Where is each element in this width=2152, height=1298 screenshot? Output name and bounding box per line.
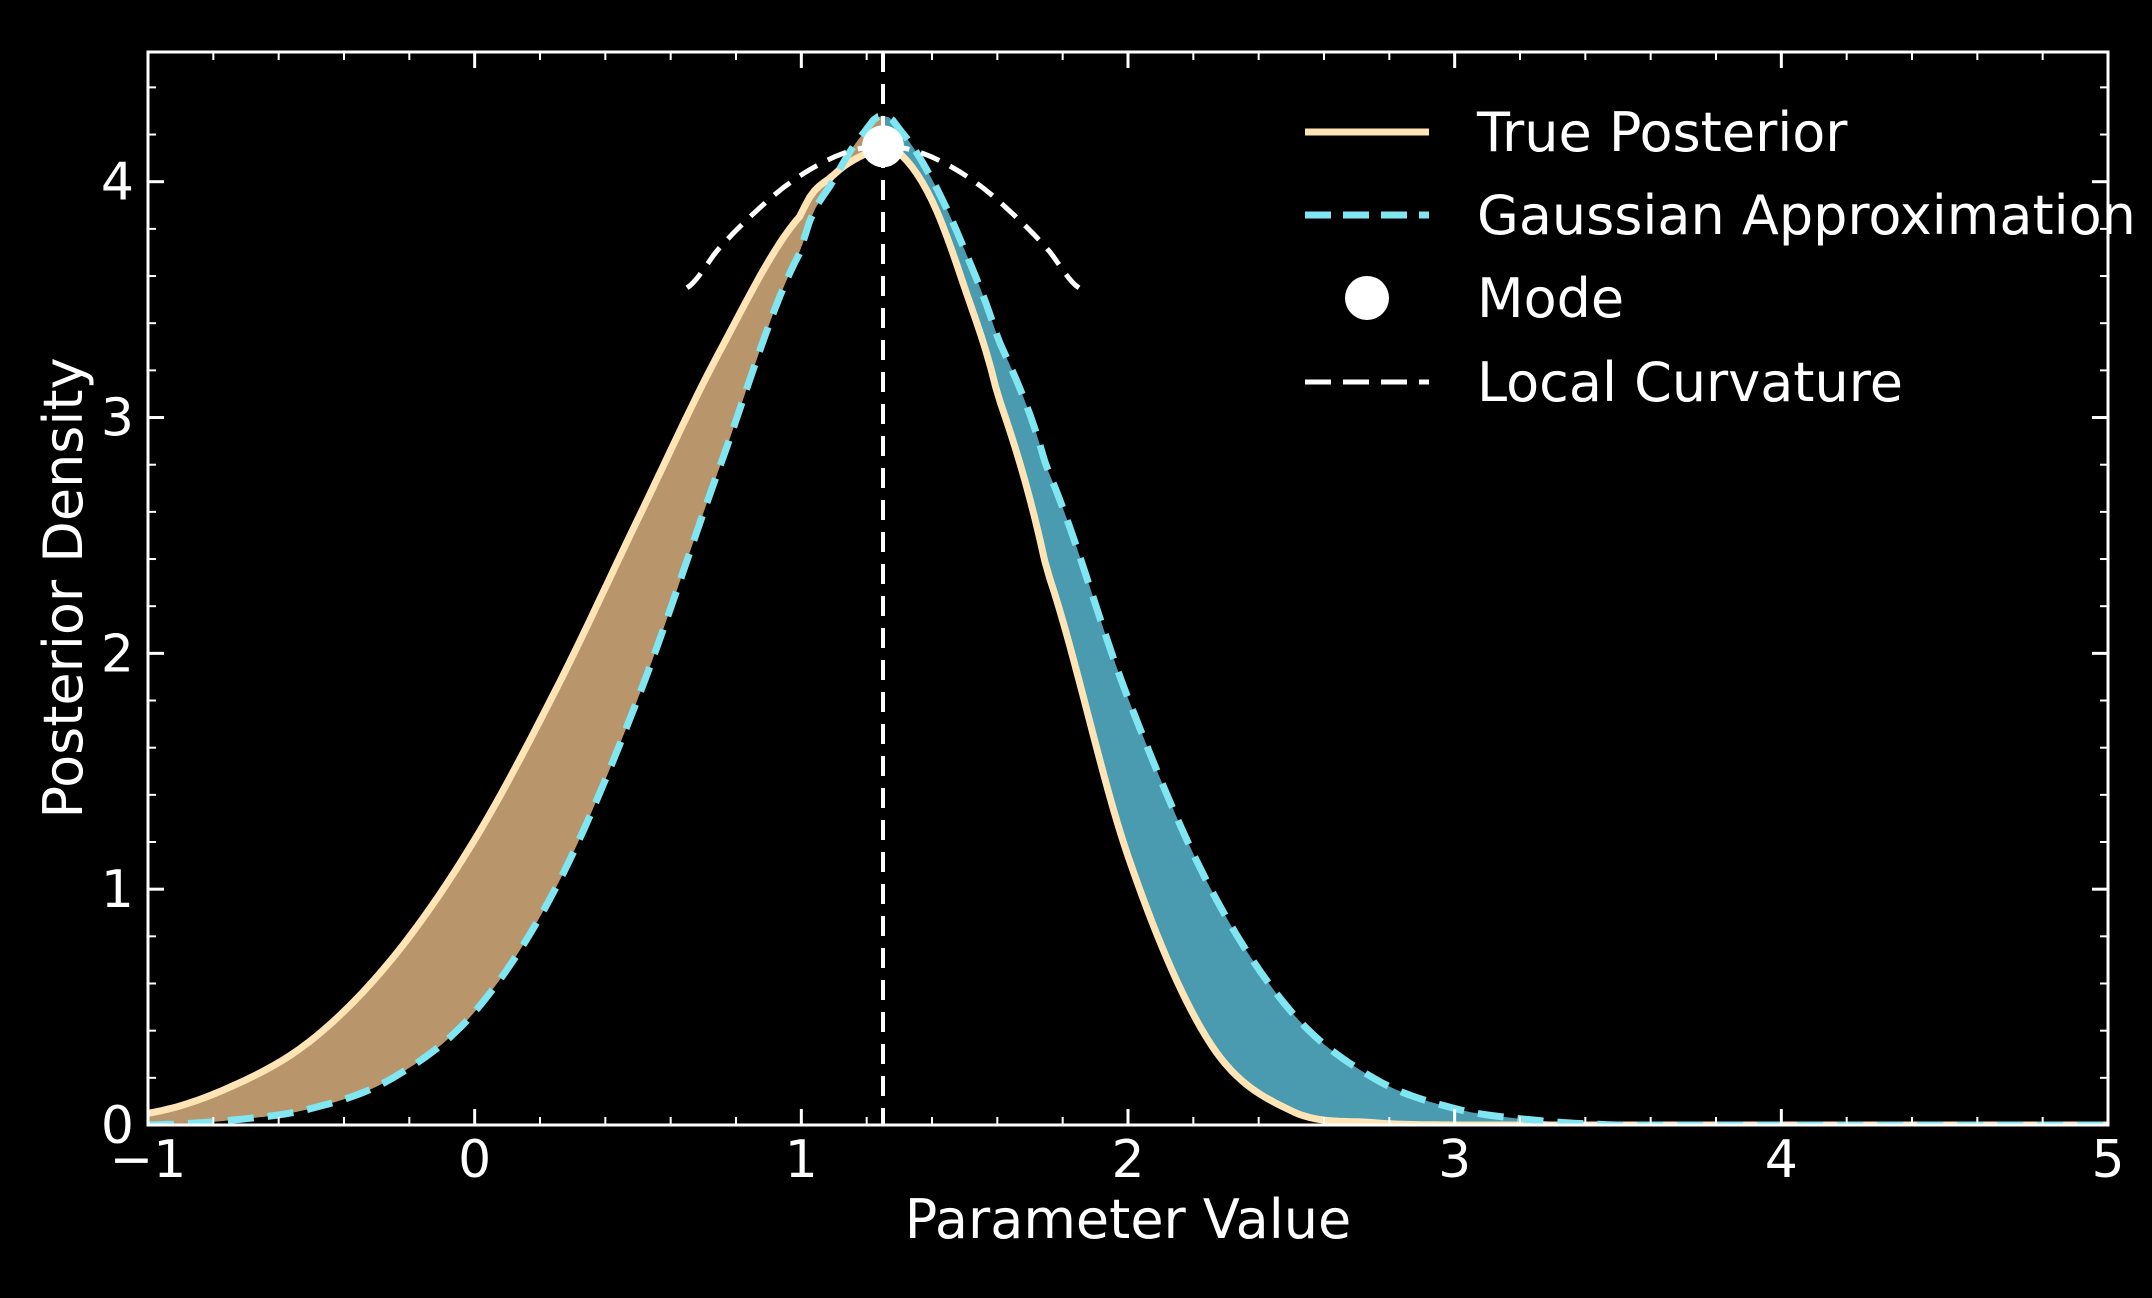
local-curvature-line — [685, 143, 1081, 290]
y-tick-label: 2 — [101, 624, 134, 684]
x-tick-label: 0 — [458, 1130, 491, 1190]
x-tick-label: 1 — [785, 1130, 818, 1190]
x-tick-label: −1 — [110, 1130, 187, 1190]
y-axis-label: Posterior Density — [32, 357, 95, 818]
legend-label-local-curvature: Local Curvature — [1477, 351, 1903, 414]
y-tick-label: 3 — [101, 389, 134, 449]
x-tick-label: 5 — [2091, 1130, 2124, 1190]
true-posterior-line — [148, 142, 2108, 1125]
x-tick-label: 2 — [1111, 1130, 1144, 1190]
axis-ticks — [146, 52, 2110, 1127]
x-tick-label: 3 — [1438, 1130, 1471, 1190]
legend: True Posterior Gaussian Approximation Mode… — [1305, 101, 2136, 414]
legend-label-mode: Mode — [1477, 267, 1624, 330]
legend-label-gaussian-approximation: Gaussian Approximation — [1477, 184, 2136, 247]
y-tick-label: 1 — [101, 860, 134, 920]
legend-swatch-mode — [1345, 276, 1389, 320]
y-tick-label: 4 — [101, 153, 134, 213]
x-axis-label: Parameter Value — [905, 1188, 1351, 1251]
curves — [148, 52, 2108, 1125]
legend-label-true-posterior: True Posterior — [1476, 101, 1848, 164]
y-tick-label: 0 — [101, 1096, 134, 1156]
mode-marker — [862, 125, 904, 168]
x-tick-label: 4 — [1765, 1130, 1798, 1190]
